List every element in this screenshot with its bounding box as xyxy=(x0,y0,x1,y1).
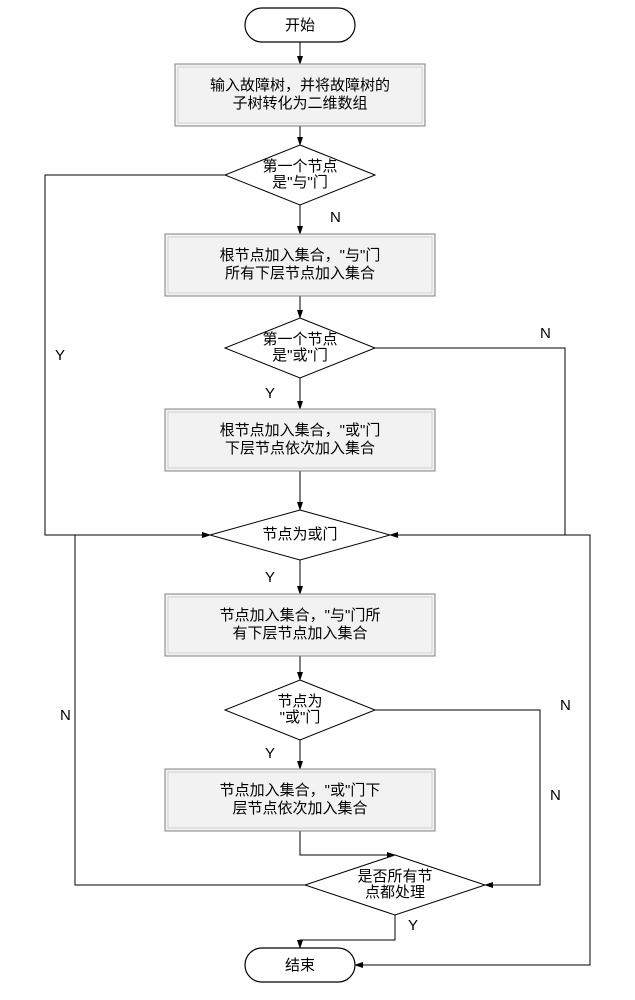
process-p5: 节点加入集合，"或"门下层节点依次加入集合 xyxy=(165,769,435,831)
decision-text: 第一个节点 xyxy=(262,330,337,348)
process-text: 节点加入集合，"或"门下 xyxy=(220,782,381,799)
decision-d2: 第一个节点是"或"门 xyxy=(225,318,375,378)
process-text: 子树转化为二维数组 xyxy=(232,95,367,112)
edge-label: Y xyxy=(265,385,275,402)
edge-label: N xyxy=(550,787,561,804)
edge-label: N xyxy=(560,697,571,714)
edge-label: N xyxy=(540,325,551,342)
edge-label: Y xyxy=(265,569,275,586)
process-p3: 根节点加入集合，"或"门下层节点依次加入集合 xyxy=(165,409,435,471)
edge-9 xyxy=(300,831,395,855)
edge-label: Y xyxy=(408,917,418,934)
process-text: 节点加入集合，"与"门所 xyxy=(220,607,381,624)
process-text: 有下层节点加入集合 xyxy=(232,625,367,642)
terminator-end: 结束 xyxy=(245,948,355,982)
process-p1: 输入故障树，并将故障树的子树转化为二维数组 xyxy=(175,64,425,126)
decision-d1: 第一个节点是"与"门 xyxy=(225,145,375,205)
edge-10 xyxy=(300,915,395,948)
decision-d4: 节点为"或"门 xyxy=(225,680,375,740)
decision-text: 是"或"门 xyxy=(272,347,328,364)
edge-label: Y xyxy=(55,347,65,364)
edge-label: N xyxy=(60,707,71,724)
decision-text: 节点为 xyxy=(277,693,322,710)
decision-text: 是否所有节 xyxy=(357,868,432,885)
decision-text: 是"与"门 xyxy=(272,174,328,191)
process-text: 根节点加入集合，"与"门 xyxy=(220,247,381,264)
edge-label: N xyxy=(330,209,341,226)
terminator-label: 开始 xyxy=(285,17,315,34)
process-text: 所有下层节点加入集合 xyxy=(225,265,375,282)
process-text: 输入故障树，并将故障树的 xyxy=(210,76,390,94)
process-text: 层节点依次加入集合 xyxy=(232,800,367,817)
process-p4: 节点加入集合，"与"门所有下层节点加入集合 xyxy=(165,594,435,656)
terminator-label: 结束 xyxy=(285,957,315,974)
process-text: 根节点加入集合，"或"门 xyxy=(220,422,381,439)
process-p2: 根节点加入集合，"与"门所有下层节点加入集合 xyxy=(165,234,435,296)
process-text: 下层节点依次加入集合 xyxy=(225,440,375,457)
decision-d5: 是否所有节点都处理 xyxy=(305,855,485,915)
decision-text: 第一个节点 xyxy=(262,157,337,175)
terminator-start: 开始 xyxy=(245,8,355,42)
decision-text: "或"门 xyxy=(280,709,321,726)
decision-text: 点都处理 xyxy=(365,884,425,901)
decision-text: 节点为或门 xyxy=(262,526,337,543)
edge-label: Y xyxy=(265,745,275,762)
decision-d3: 节点为或门 xyxy=(210,510,390,560)
edge-11 xyxy=(45,175,225,535)
